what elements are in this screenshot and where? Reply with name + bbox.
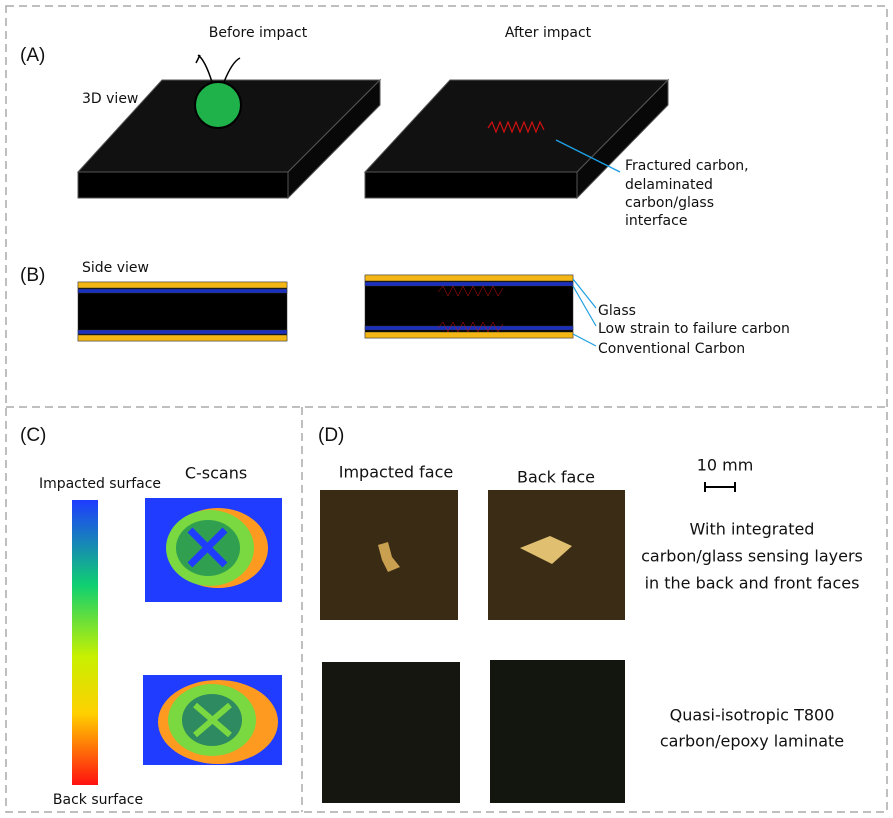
annotation: interface: [625, 213, 687, 229]
row-label: in the back and front faces: [645, 574, 860, 593]
column-title: Before impact: [209, 25, 308, 41]
row-label: Quasi-isotropic T800: [670, 706, 835, 725]
page: (A) Before impact After impact 3D view F…: [0, 0, 893, 818]
figure: (A) Before impact After impact 3D view F…: [0, 0, 893, 818]
annotation: Fractured carbon,: [625, 158, 749, 174]
color-scale: [72, 500, 98, 785]
annotation: carbon/glass: [625, 195, 714, 211]
scale-bar: [705, 482, 735, 492]
scale-label: Impacted surface: [39, 476, 161, 492]
row-label: With integrated: [690, 520, 815, 539]
column-title: After impact: [505, 25, 592, 41]
photo: [320, 490, 625, 803]
plate: [78, 55, 380, 198]
column-title: Impacted face: [339, 463, 454, 482]
layer-label: Low strain to failure carbon: [598, 321, 790, 337]
panel-title: C-scans: [185, 464, 247, 483]
panel-label: (D): [318, 425, 344, 446]
laminate: [78, 282, 287, 341]
panel-label: (B): [20, 265, 45, 286]
c-scan: [145, 498, 282, 602]
c-scan: [143, 675, 282, 765]
scale-label: 10 mm: [697, 456, 754, 475]
scale-label: Back surface: [53, 792, 143, 808]
layer-label: Conventional Carbon: [598, 341, 745, 357]
view-label: 3D view: [82, 91, 138, 107]
panel-label: (C): [20, 425, 46, 446]
laminate: [365, 275, 596, 346]
view-label: Side view: [82, 260, 149, 276]
row-label: carbon/epoxy laminate: [660, 732, 844, 751]
layer-label: Glass: [598, 303, 636, 319]
panel-label: (A): [20, 45, 45, 66]
row-label: carbon/glass sensing layers: [641, 547, 863, 566]
plate: [365, 80, 668, 198]
annotation: delaminated: [625, 177, 713, 193]
column-title: Back face: [517, 468, 595, 487]
